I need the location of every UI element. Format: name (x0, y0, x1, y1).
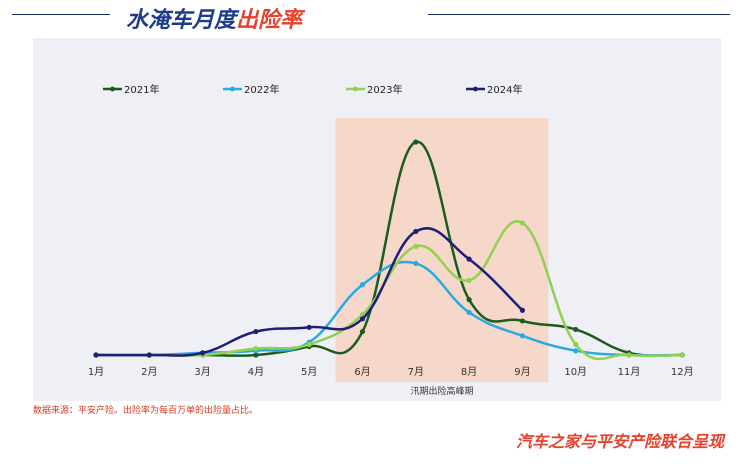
x-tick-label-8月: 8月 (461, 366, 477, 378)
legend-item-2024年: 2024年 (466, 83, 522, 96)
point-2024年-7月 (413, 228, 419, 235)
point-2023年-5月 (306, 341, 312, 347)
x-tick-label-5月: 5月 (301, 366, 317, 378)
point-2024年-5月 (306, 324, 312, 330)
x-tick-label-6月: 6月 (354, 366, 370, 378)
point-2023年-10月 (573, 341, 579, 347)
point-2024年-3月 (200, 350, 206, 356)
title-part-2: 出险率 (236, 8, 303, 33)
x-tick-label-11月: 11月 (618, 366, 641, 378)
x-tick-label-10月: 10月 (564, 366, 587, 378)
point-2024年-1月 (93, 352, 99, 358)
x-tick-label-3月: 3月 (194, 366, 210, 378)
point-2024年-2月 (146, 352, 152, 358)
point-2021年-7月 (413, 139, 419, 145)
series-line-2024年 (95, 227, 524, 357)
legend-label-2023年: 2023年 (367, 83, 402, 96)
point-2024年-4月 (253, 328, 259, 335)
point-2022年-9月 (519, 333, 526, 339)
legend-item-2021年: 2021年 (103, 83, 159, 96)
point-2023年-7月 (413, 243, 419, 249)
x-tick-label-9月: 9月 (514, 366, 530, 378)
point-2021年-10月 (573, 326, 579, 333)
x-tick-label-4月: 4月 (248, 366, 264, 378)
x-tick-label-12月: 12月 (671, 366, 694, 378)
point-2022年-8月 (466, 309, 472, 315)
point-2021年-8月 (466, 297, 472, 303)
page-title: 水淹车月度出险率 (126, 2, 302, 34)
legend-label-2022年: 2022年 (244, 83, 279, 96)
point-2021年-9月 (519, 318, 526, 324)
flood-season-label: 汛期出险高峰期 (410, 385, 473, 397)
point-2024年-9月 (519, 307, 526, 313)
point-2022年-7月 (413, 260, 419, 267)
data-source-note: 数据来源：平安产险。出险率为每百万单的出险量占比。 (33, 406, 259, 416)
title-rule-right (428, 14, 730, 15)
point-2023年-8月 (466, 277, 472, 284)
title-part-1: 水淹车月度 (126, 8, 237, 33)
legend-item-2022年: 2022年 (223, 83, 279, 96)
legend-marker-2023年 (353, 86, 358, 92)
brand-credit: 汽车之家与平安产险联合呈现 (515, 432, 724, 451)
point-2024年-6月 (359, 316, 366, 322)
point-2021年-4月 (253, 352, 259, 358)
legend-item-2023年: 2023年 (346, 83, 402, 96)
point-2023年-4月 (253, 346, 259, 352)
legend-label-2024年: 2024年 (487, 83, 522, 96)
x-tick-label-7月: 7月 (408, 366, 424, 378)
legend-marker-2022年 (230, 86, 235, 92)
legend-label-2021年: 2021年 (124, 83, 159, 96)
x-tick-label-1月: 1月 (88, 366, 104, 378)
point-2023年-9月 (519, 220, 526, 226)
point-2024年-8月 (466, 256, 472, 262)
series-2024年 (93, 227, 526, 358)
point-2023年-12月 (679, 352, 685, 358)
point-2023年-11月 (626, 352, 632, 358)
x-tick-label-2月: 2月 (141, 366, 157, 378)
legend-marker-2024年 (473, 86, 478, 92)
title-rule-left (12, 14, 110, 15)
point-2022年-10月 (573, 348, 579, 354)
point-2022年-6月 (359, 282, 366, 288)
point-2021年-6月 (359, 328, 366, 335)
legend-marker-2021年 (110, 86, 115, 92)
flood-season-band (335, 118, 549, 382)
